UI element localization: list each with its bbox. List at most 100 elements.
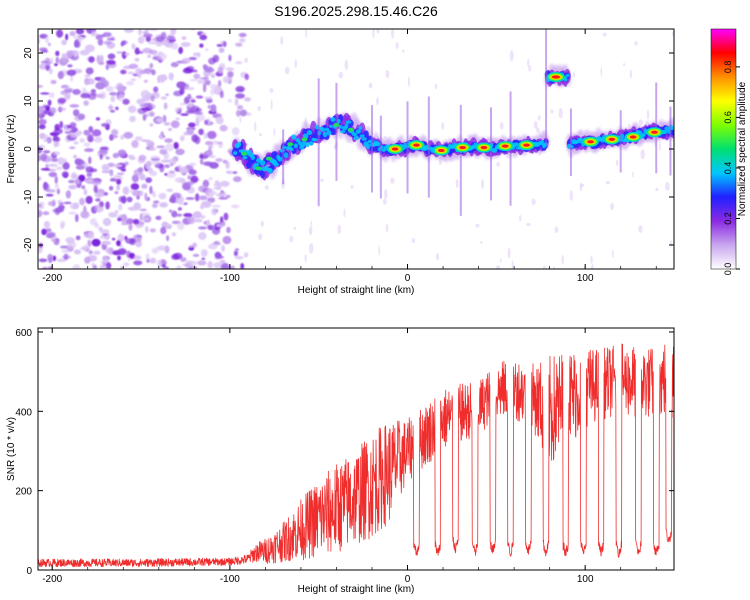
noise-blob: [126, 80, 134, 86]
faint-speckle: [672, 31, 674, 37]
colorbar-gradient: [710, 28, 737, 270]
noise-blob: [198, 232, 207, 241]
noise-blob: [102, 233, 108, 236]
ridge-blob: [306, 130, 313, 136]
noise-blob: [149, 62, 154, 69]
faint-speckle: [629, 69, 633, 79]
ridge-blob: [361, 137, 367, 141]
x-tick-label: -200: [42, 273, 62, 284]
faint-speckle: [258, 233, 263, 241]
noise-blob: [106, 59, 116, 65]
noise-blob: [40, 167, 51, 171]
noise-blob: [170, 29, 177, 36]
noise-blob: [96, 55, 101, 64]
noise-blob: [202, 64, 208, 70]
noise-blob: [72, 264, 81, 269]
noise-blob: [123, 131, 134, 139]
ridge-blob: [267, 168, 273, 174]
noise-blob: [187, 215, 196, 225]
noise-blob: [61, 39, 67, 46]
noise-blob: [220, 216, 224, 223]
noise-blob: [63, 253, 69, 261]
noise-blob: [244, 73, 249, 81]
noise-blob: [95, 198, 101, 202]
noise-blob: [91, 238, 101, 247]
y-tick-label: 20: [23, 47, 34, 59]
noise-blob: [214, 180, 220, 184]
noise-blob: [38, 258, 48, 263]
ridge-blob: [273, 162, 279, 167]
noise-blob: [176, 81, 186, 89]
noise-blob: [225, 67, 235, 71]
noise-blob: [129, 238, 136, 246]
noise-blob: [49, 107, 57, 114]
faint-speckle: [344, 59, 349, 71]
noise-blob: [128, 223, 133, 231]
faint-speckle: [480, 240, 483, 245]
noise-blob: [159, 202, 169, 208]
hot-segment-core: [437, 148, 445, 153]
noise-blob: [68, 184, 78, 190]
noise-blob: [144, 192, 148, 201]
noise-blob: [189, 78, 198, 82]
noise-blob: [137, 157, 146, 164]
faint-speckle: [434, 83, 438, 90]
noise-blob: [141, 183, 148, 189]
noise-blob: [38, 124, 46, 130]
noise-blob: [209, 84, 220, 90]
faint-speckle: [638, 225, 643, 233]
noise-blob: [204, 96, 208, 100]
noise-blob: [153, 86, 159, 93]
noise-blob: [74, 178, 81, 185]
noise-blob: [205, 98, 213, 104]
noise-blob: [55, 50, 60, 57]
noise-blob: [40, 49, 49, 53]
noise-blob: [205, 188, 215, 198]
faint-speckle: [600, 66, 603, 77]
noise-blob: [90, 93, 98, 96]
faint-speckle: [602, 32, 607, 37]
faint-speckle: [496, 265, 501, 269]
y-tick-label: -20: [23, 237, 34, 252]
hot-segment-core: [523, 143, 530, 147]
faint-speckle: [611, 249, 614, 259]
noise-blob: [183, 202, 188, 206]
noise-blob: [225, 170, 233, 174]
y-tick-label: -10: [23, 189, 34, 204]
noise-blob: [94, 192, 104, 198]
noise-blob: [151, 203, 158, 209]
noise-blob: [198, 195, 208, 201]
noise-blob: [130, 183, 140, 191]
x-tick-label: 0: [405, 574, 411, 585]
noise-blob: [219, 259, 226, 265]
noise-blob: [200, 249, 208, 258]
noise-blob: [109, 178, 118, 182]
noise-blob: [92, 264, 98, 269]
noise-blob: [83, 188, 88, 196]
faint-speckle: [580, 183, 585, 187]
noise-blob: [173, 141, 179, 150]
noise-blob: [69, 146, 76, 150]
ridge-blob: [514, 142, 519, 147]
ridge-blob: [260, 170, 265, 179]
noise-blob: [157, 259, 162, 268]
noise-blob: [201, 257, 206, 261]
faint-speckle: [257, 105, 262, 112]
noise-blob: [146, 69, 151, 75]
ridge-blob: [359, 134, 365, 138]
noise-blob: [112, 163, 123, 168]
noise-blob: [192, 242, 197, 248]
noise-blob: [160, 79, 164, 84]
noise-blob: [220, 263, 230, 269]
noise-blob: [149, 257, 157, 264]
ridge-blob: [242, 155, 248, 160]
noise-blob: [85, 67, 94, 75]
hot-segment: [546, 72, 566, 82]
ridge-blob: [297, 140, 302, 146]
noise-blob: [89, 168, 98, 173]
faint-speckle: [270, 99, 273, 111]
noise-blob: [55, 166, 63, 171]
noise-blob: [75, 235, 81, 241]
noise-blob: [46, 136, 52, 144]
y-tick-label: 10: [23, 95, 34, 107]
